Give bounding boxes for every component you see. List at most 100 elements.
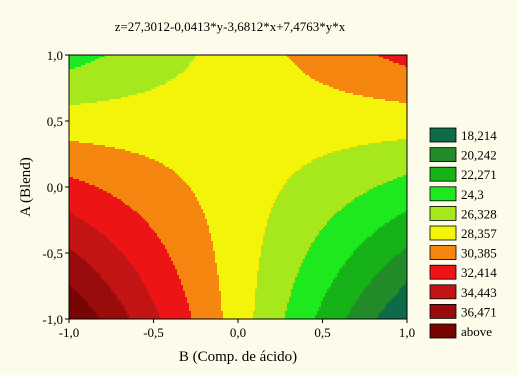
- contour-cell: [99, 153, 102, 156]
- contour-cell: [73, 315, 76, 318]
- contour-cell: [97, 97, 100, 100]
- contour-cell: [95, 93, 98, 96]
- contour-cell: [109, 165, 112, 168]
- contour-cell: [85, 97, 88, 100]
- contour-cell: [105, 225, 108, 228]
- contour-cell: [95, 177, 98, 180]
- contour-cell: [97, 175, 100, 178]
- contour-cell: [77, 211, 80, 214]
- contour-cell: [111, 275, 114, 278]
- contour-cell: [83, 143, 86, 146]
- contour-cell: [129, 75, 132, 78]
- contour-cell: [107, 83, 110, 86]
- contour-cell: [95, 55, 98, 58]
- contour-cell: [81, 127, 84, 130]
- contour-cell: [79, 213, 82, 216]
- contour-cell: [87, 93, 90, 96]
- contour-cell: [127, 175, 130, 178]
- contour-cell: [79, 65, 82, 68]
- contour-cell: [117, 181, 120, 184]
- contour-cell: [119, 247, 122, 250]
- contour-cell: [129, 167, 132, 170]
- contour-cell: [85, 225, 88, 228]
- contour-cell: [95, 225, 98, 228]
- contour-cell: [93, 83, 96, 86]
- contour-cell: [105, 211, 108, 214]
- contour-cell: [101, 299, 104, 302]
- contour-cell: [69, 315, 72, 318]
- contour-cell: [87, 95, 90, 98]
- contour-cell: [121, 295, 124, 298]
- contour-cell: [81, 281, 84, 284]
- contour-cell: [75, 199, 78, 202]
- contour-cell: [125, 193, 128, 196]
- contour-cell: [73, 203, 76, 206]
- contour-cell: [97, 253, 100, 256]
- contour-cell: [125, 267, 128, 270]
- contour-cell: [81, 215, 84, 218]
- contour-cell: [79, 253, 82, 256]
- contour-cell: [95, 169, 98, 172]
- contour-cell: [127, 159, 130, 162]
- contour-cell: [101, 209, 104, 212]
- contour-cell: [115, 117, 118, 120]
- contour-cell: [93, 69, 96, 72]
- contour-cell: [83, 317, 86, 319]
- contour-cell: [113, 111, 116, 114]
- contour-cell: [115, 163, 118, 166]
- contour-cell: [69, 137, 72, 140]
- contour-cell: [75, 299, 78, 302]
- contour-cell: [117, 301, 120, 304]
- contour-cell: [103, 141, 106, 144]
- contour-cell: [73, 153, 76, 156]
- contour-cell: [101, 177, 104, 180]
- contour-cell: [83, 55, 86, 58]
- contour-cell: [97, 59, 100, 62]
- contour-cell: [107, 167, 110, 170]
- contour-cell: [99, 155, 102, 158]
- contour-cell: [131, 295, 134, 298]
- contour-cell: [111, 179, 114, 182]
- contour-cell: [89, 183, 92, 186]
- contour-cell: [103, 169, 106, 172]
- contour-cell: [123, 57, 126, 60]
- contour-cell: [101, 201, 104, 204]
- contour-cell: [89, 87, 92, 90]
- contour-cell: [93, 263, 96, 266]
- contour-cell: [133, 75, 136, 78]
- contour-cell: [111, 259, 114, 262]
- contour-cell: [107, 55, 110, 58]
- contour-cell: [115, 213, 118, 216]
- contour-cell: [83, 93, 86, 96]
- contour-cell: [127, 207, 130, 210]
- contour-cell: [121, 117, 124, 120]
- contour-cell: [117, 215, 120, 218]
- contour-cell: [83, 257, 86, 260]
- contour-cell: [119, 55, 122, 58]
- contour-cell: [97, 93, 100, 96]
- contour-cell: [119, 197, 122, 200]
- contour-cell: [95, 61, 98, 64]
- contour-cell: [81, 161, 84, 164]
- contour-cell: [69, 237, 72, 240]
- contour-cell: [69, 111, 72, 114]
- contour-cell: [121, 259, 124, 262]
- contour-cell: [71, 243, 74, 246]
- contour-cell: [125, 211, 128, 214]
- contour-cell: [133, 149, 136, 152]
- contour-cell: [101, 99, 104, 102]
- contour-cell: [125, 283, 128, 286]
- contour-cell: [113, 89, 116, 92]
- contour-cell: [117, 129, 120, 132]
- contour-cell: [111, 79, 114, 82]
- contour-cell: [73, 265, 76, 268]
- contour-cell: [79, 205, 82, 208]
- plot-area: [68, 54, 408, 320]
- contour-cell: [117, 317, 120, 319]
- contour-cell: [75, 83, 78, 86]
- contour-cell: [73, 181, 76, 184]
- contour-cell: [115, 139, 118, 142]
- contour-cell: [101, 89, 104, 92]
- contour-cell: [103, 275, 106, 278]
- contour-cell: [107, 119, 110, 122]
